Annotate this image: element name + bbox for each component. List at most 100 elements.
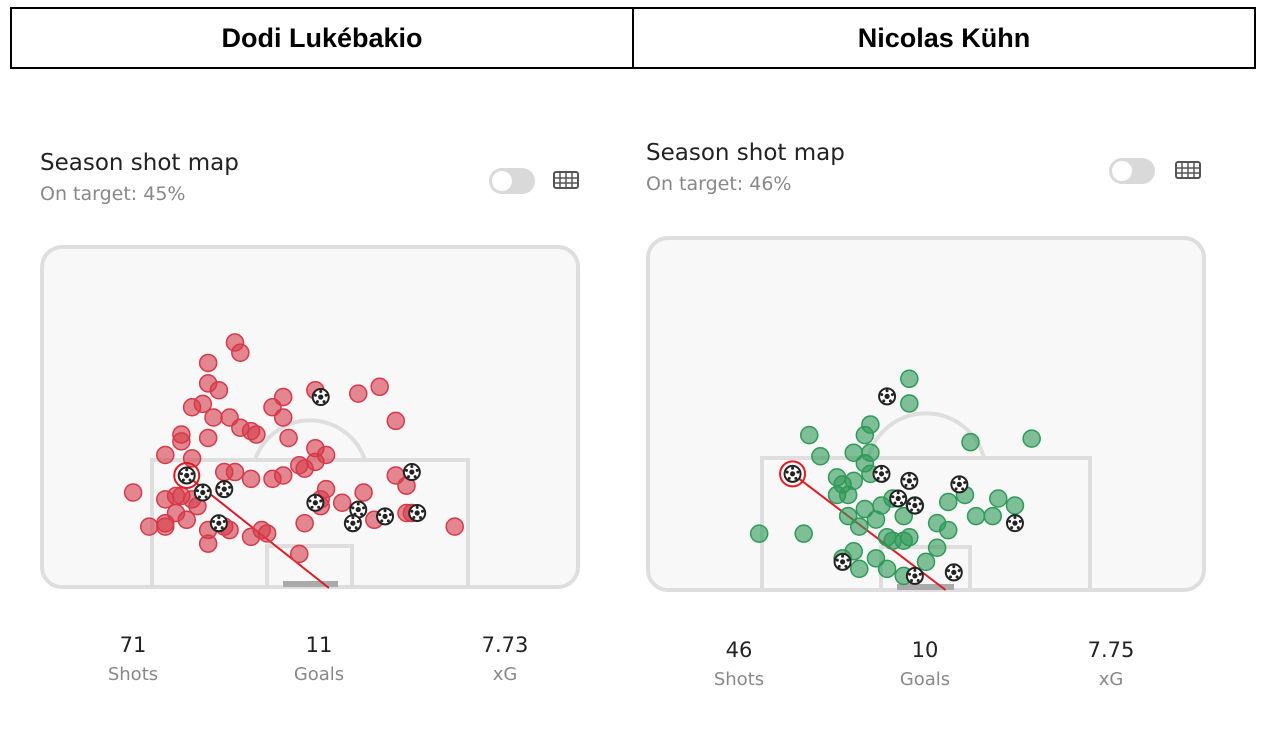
shot-point: [827, 485, 847, 505]
on-target-percentage: On target: 46%: [646, 173, 792, 195]
shot-point: [316, 445, 336, 465]
shot-point: [916, 552, 936, 572]
goal-net-icon[interactable]: [553, 170, 579, 190]
shot-point: [966, 506, 986, 526]
shot-point: [177, 510, 196, 530]
shot-point: [938, 520, 958, 540]
shot-point: [811, 446, 830, 466]
shot-point: [231, 343, 250, 362]
stat-value: 71: [119, 633, 147, 657]
shot-point: [139, 517, 159, 536]
shot-point: [1022, 429, 1041, 448]
stat-label: Shots: [107, 664, 159, 685]
soccer-ball-icon: [900, 471, 919, 490]
stat-value: 46: [725, 638, 753, 662]
shot-point: [295, 513, 314, 533]
soccer-ball-icon: [889, 489, 908, 508]
shot-point: [370, 377, 389, 397]
stat-label: Shots: [713, 669, 765, 690]
soccer-ball-icon: [408, 503, 427, 522]
shot-map-pitch-left: [40, 245, 580, 589]
soccer-ball-icon: [193, 483, 212, 502]
shot-point: [273, 408, 293, 427]
stat-label: Goals: [899, 669, 951, 690]
shot-point: [900, 394, 919, 413]
shot-point: [354, 483, 373, 502]
shot-map-title: Season shot map: [40, 150, 239, 176]
shot-point: [844, 542, 863, 561]
shot-point: [938, 492, 958, 512]
soccer-ball-icon: [905, 566, 924, 585]
soccer-ball-icon: [950, 475, 969, 494]
shot-marks: [749, 369, 1041, 591]
soccer-ball-icon: [311, 388, 330, 407]
shot-stats-right: 46 Shots 10 Goals 7.75 xG: [646, 638, 1206, 690]
shot-point: [316, 479, 336, 499]
shot-marks: [123, 333, 464, 589]
shot-point: [877, 559, 897, 579]
player-name-left: Dodi Lukébakio: [221, 22, 423, 53]
shot-point: [257, 524, 277, 543]
shot-point: [198, 428, 218, 448]
stat-shots: 46 Shots: [646, 638, 832, 690]
stat-label: xG: [492, 664, 518, 685]
shot-point: [983, 506, 1002, 526]
soccer-ball-icon: [878, 387, 897, 406]
shot-point: [156, 445, 175, 465]
toggle-switch-icon[interactable]: [489, 168, 535, 194]
shot-point: [866, 510, 886, 529]
shot-point: [198, 534, 218, 553]
shot-point: [850, 559, 869, 579]
shot-point: [445, 517, 464, 536]
stat-value: 11: [305, 633, 333, 657]
stat-xg: 7.73 xG: [412, 633, 598, 685]
soccer-ball-icon: [376, 507, 395, 526]
shot-point: [749, 524, 769, 543]
toggle-knob: [492, 171, 512, 191]
shot-point: [123, 483, 143, 502]
soccer-ball-icon: [343, 514, 362, 533]
player-name-right: Nicolas Kühn: [632, 9, 1254, 67]
stat-value: 10: [911, 638, 939, 662]
soccer-ball-icon: [215, 480, 234, 499]
soccer-ball-icon: [944, 563, 963, 582]
shot-point: [209, 380, 229, 400]
soccer-ball-icon: [306, 493, 325, 512]
shot-point: [290, 544, 309, 564]
stat-shots: 71 Shots: [40, 633, 226, 685]
shot-map-title: Season shot map: [646, 140, 845, 166]
stat-goals: 10 Goals: [832, 638, 1018, 690]
shot-point: [279, 428, 298, 448]
shot-point: [927, 538, 947, 558]
soccer-ball-icon: [783, 464, 802, 483]
shot-point: [838, 506, 858, 526]
toggle-knob: [1112, 161, 1132, 181]
shot-point: [193, 394, 213, 414]
shot-map-panel-right: Season shot map On target: 46% 46 Shots …: [646, 140, 1206, 740]
shot-point: [894, 506, 914, 526]
shot-point: [241, 469, 261, 489]
shot-point: [348, 384, 368, 403]
toggle-switch-icon[interactable]: [1109, 158, 1155, 184]
shot-point: [247, 425, 266, 444]
stat-value: 7.75: [1087, 638, 1135, 662]
shot-point: [1005, 496, 1025, 515]
soccer-ball-icon: [905, 496, 924, 515]
shot-point: [172, 425, 191, 444]
selected-shot-ring: [173, 461, 201, 489]
soccer-ball-icon: [872, 464, 891, 483]
shot-point: [273, 387, 293, 407]
soccer-ball-icon: [833, 552, 852, 571]
stat-label: Goals: [293, 664, 345, 685]
shot-point: [198, 353, 218, 373]
soccer-ball-icon: [177, 466, 196, 485]
stat-label: xG: [1098, 669, 1124, 690]
shot-point: [156, 513, 175, 533]
stat-goals: 11 Goals: [226, 633, 412, 685]
shot-point: [866, 549, 886, 568]
shot-point: [332, 493, 352, 512]
shot-point: [900, 369, 919, 389]
goal-net-icon[interactable]: [1175, 160, 1201, 180]
comparison-header: Dodi Lukébakio Nicolas Kühn: [10, 7, 1256, 69]
soccer-ball-icon: [1005, 514, 1024, 533]
